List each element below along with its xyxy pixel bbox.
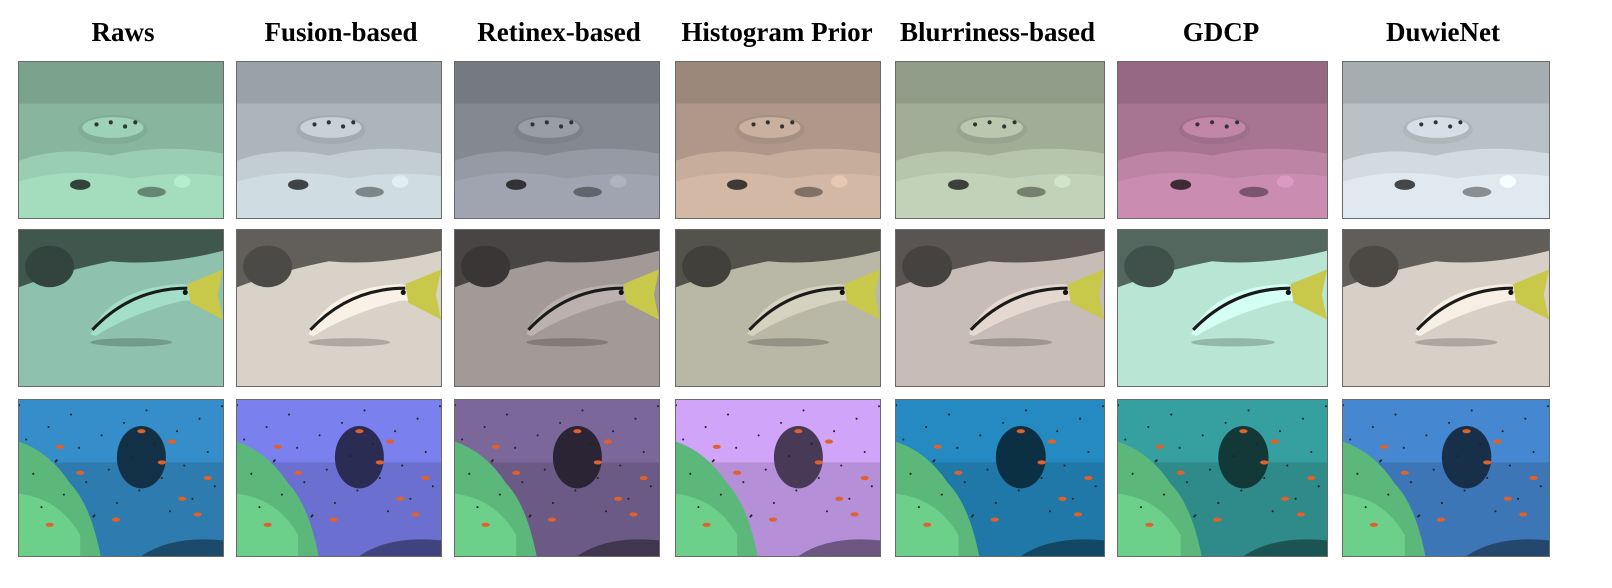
image-coral-reef-with-small-fish-fusion-based xyxy=(236,399,442,557)
image-pufferfish-on-rocky-seabed-raws xyxy=(18,61,224,219)
image-goatfish-on-sand-gdcp xyxy=(1117,229,1328,387)
image-goatfish-on-sand-duwienet xyxy=(1342,229,1550,387)
column-title-raws: Raws xyxy=(91,17,155,47)
column-title-retinex-based: Retinex-based xyxy=(477,17,641,47)
image-pufferfish-on-rocky-seabed-blurriness-based xyxy=(895,61,1105,219)
column-title-duwienet: DuwieNet xyxy=(1386,17,1500,47)
image-goatfish-on-sand-fusion-based xyxy=(236,229,442,387)
image-goatfish-on-sand-histogram-prior xyxy=(675,229,881,387)
image-goatfish-on-sand-retinex-based xyxy=(454,229,660,387)
image-pufferfish-on-rocky-seabed-histogram-prior xyxy=(675,61,881,219)
image-coral-reef-with-small-fish-histogram-prior xyxy=(675,399,881,557)
image-coral-reef-with-small-fish-retinex-based xyxy=(454,399,660,557)
image-pufferfish-on-rocky-seabed-duwienet xyxy=(1342,61,1550,219)
column-title-fusion-based: Fusion-based xyxy=(264,17,418,47)
image-coral-reef-with-small-fish-blurriness-based xyxy=(895,399,1105,557)
column-title-histogram-prior: Histogram Prior xyxy=(681,17,873,47)
image-goatfish-on-sand-blurriness-based xyxy=(895,229,1105,387)
image-goatfish-on-sand-raws xyxy=(18,229,224,387)
image-pufferfish-on-rocky-seabed-retinex-based xyxy=(454,61,660,219)
image-coral-reef-with-small-fish-gdcp xyxy=(1117,399,1328,557)
image-pufferfish-on-rocky-seabed-fusion-based xyxy=(236,61,442,219)
image-coral-reef-with-small-fish-raws xyxy=(18,399,224,557)
image-coral-reef-with-small-fish-duwienet xyxy=(1342,399,1550,557)
column-title-gdcp: GDCP xyxy=(1182,17,1260,47)
column-title-blurriness-based: Blurriness-based xyxy=(899,17,1096,47)
image-pufferfish-on-rocky-seabed-gdcp xyxy=(1117,61,1328,219)
